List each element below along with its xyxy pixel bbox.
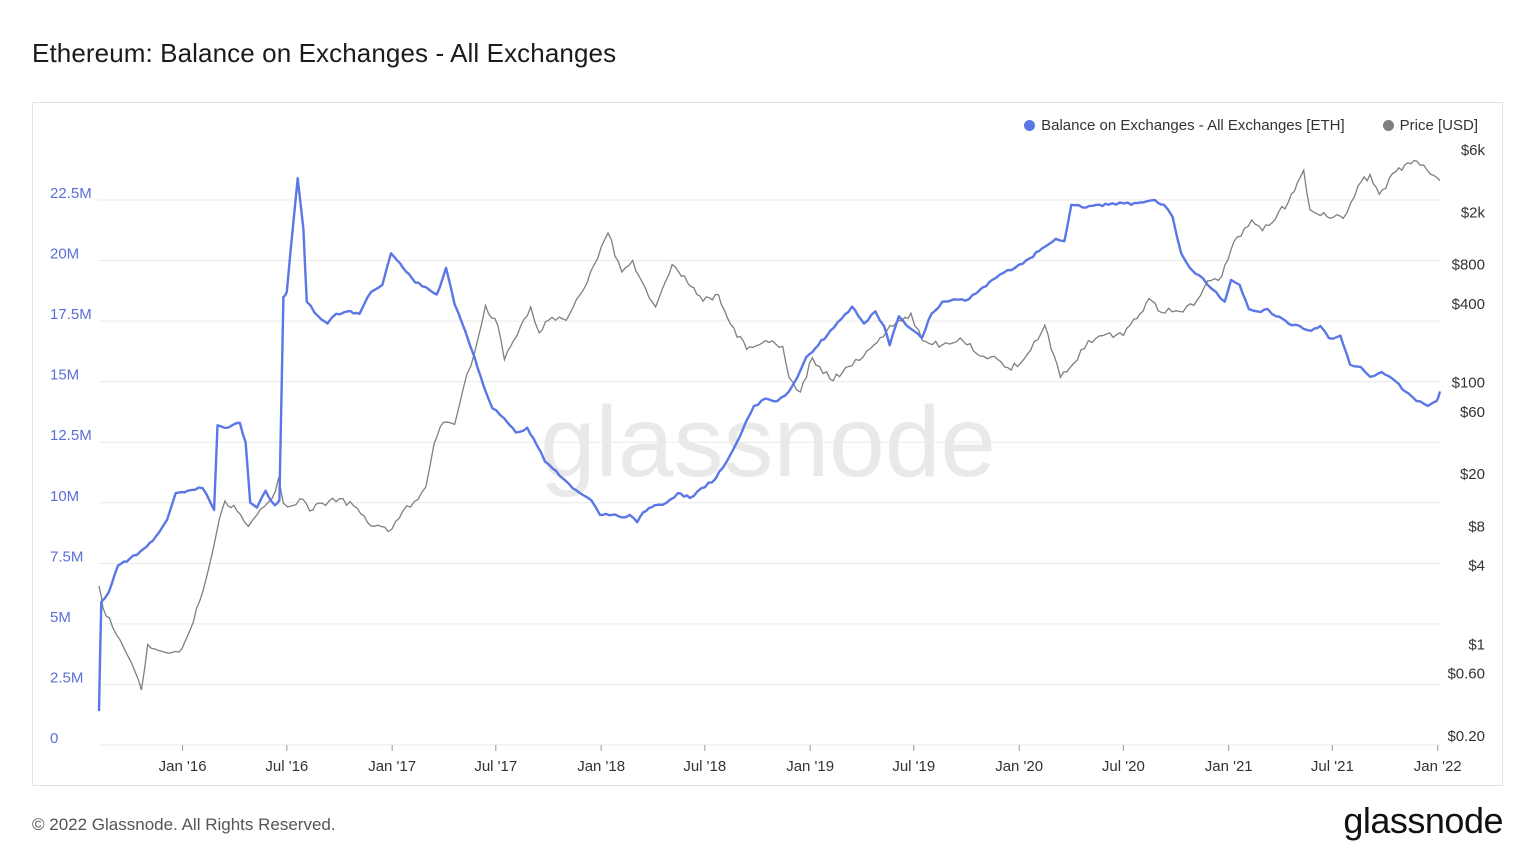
x-tick-label: Jul '19 bbox=[892, 758, 935, 775]
right-tick-label: $4 bbox=[1468, 558, 1485, 575]
left-axis: 0 2.5M 5M 7.5M 10M 12.5M 15M 17.5M 20M 22.5M bbox=[50, 185, 92, 747]
x-tick-label: Jul '21 bbox=[1311, 758, 1354, 775]
left-tick-label: 12.5M bbox=[50, 427, 92, 444]
legend-dot-price bbox=[1382, 120, 1394, 131]
left-tick-label: 2.5M bbox=[50, 669, 83, 686]
legend-dot-balance bbox=[1024, 120, 1036, 131]
legend: Balance on Exchanges - All Exchanges [ET… bbox=[1024, 117, 1478, 134]
copyright-text: © 2022 Glassnode. All Rights Reserved. bbox=[32, 815, 336, 834]
legend-item-price[interactable]: Price [USD] bbox=[1382, 117, 1478, 134]
left-tick-label: 0 bbox=[50, 730, 58, 747]
right-tick-label: $400 bbox=[1452, 296, 1485, 313]
right-tick-label: $1 bbox=[1468, 637, 1485, 654]
right-tick-label: $800 bbox=[1452, 257, 1485, 274]
left-tick-label: 17.5M bbox=[50, 306, 92, 323]
left-tick-label: 22.5M bbox=[50, 185, 92, 202]
right-tick-label: $6k bbox=[1461, 142, 1486, 159]
left-tick-label: 20M bbox=[50, 246, 79, 263]
left-tick-label: 7.5M bbox=[50, 548, 83, 565]
legend-label-balance: Balance on Exchanges - All Exchanges [ET… bbox=[1041, 117, 1345, 134]
left-tick-label: 10M bbox=[50, 488, 79, 505]
right-tick-label: $2k bbox=[1461, 204, 1486, 221]
chart-frame bbox=[32, 102, 1503, 786]
x-tick-label: Jan '16 bbox=[159, 758, 207, 775]
price-series-line bbox=[98, 159, 1441, 691]
x-tick-label: Jul '16 bbox=[265, 758, 308, 775]
balance-series-line bbox=[97, 177, 1442, 712]
left-tick-label: 15M bbox=[50, 367, 79, 384]
x-tick-label: Jul '18 bbox=[683, 758, 726, 775]
legend-label-price: Price [USD] bbox=[1399, 117, 1478, 134]
right-tick-label: $0.60 bbox=[1447, 666, 1485, 683]
legend-item-balance[interactable]: Balance on Exchanges - All Exchanges [ET… bbox=[1024, 117, 1345, 134]
right-tick-label: $0.20 bbox=[1447, 728, 1485, 745]
x-tick-label: Jan '18 bbox=[577, 758, 625, 775]
x-axis: Jan '16 Jul '16 Jan '17 Jul '17 Jan '18 Jul '… bbox=[159, 745, 1462, 775]
x-tick-label: Jan '19 bbox=[786, 758, 834, 775]
x-tick-label: Jul '20 bbox=[1102, 758, 1145, 775]
right-tick-label: $100 bbox=[1452, 375, 1485, 392]
x-tick-label: Jan '20 bbox=[995, 758, 1043, 775]
right-tick-label: $8 bbox=[1468, 518, 1485, 535]
x-tick-label: Jan '22 bbox=[1414, 758, 1462, 775]
x-tick-label: Jan '17 bbox=[368, 758, 416, 775]
right-tick-label: $20 bbox=[1460, 466, 1485, 483]
x-tick-label: Jul '17 bbox=[474, 758, 517, 775]
x-tick-label: Jan '21 bbox=[1205, 758, 1253, 775]
right-tick-label: $60 bbox=[1460, 404, 1485, 421]
glassnode-logo: glassnode bbox=[1343, 800, 1503, 841]
chart-title: Ethereum: Balance on Exchanges - All Exc… bbox=[32, 38, 617, 68]
left-tick-label: 5M bbox=[50, 609, 71, 626]
right-axis: $0.20 $0.60 $1 $4 $8 $20 $60 $100 $400 $800 $2k $6k bbox=[1447, 142, 1485, 745]
